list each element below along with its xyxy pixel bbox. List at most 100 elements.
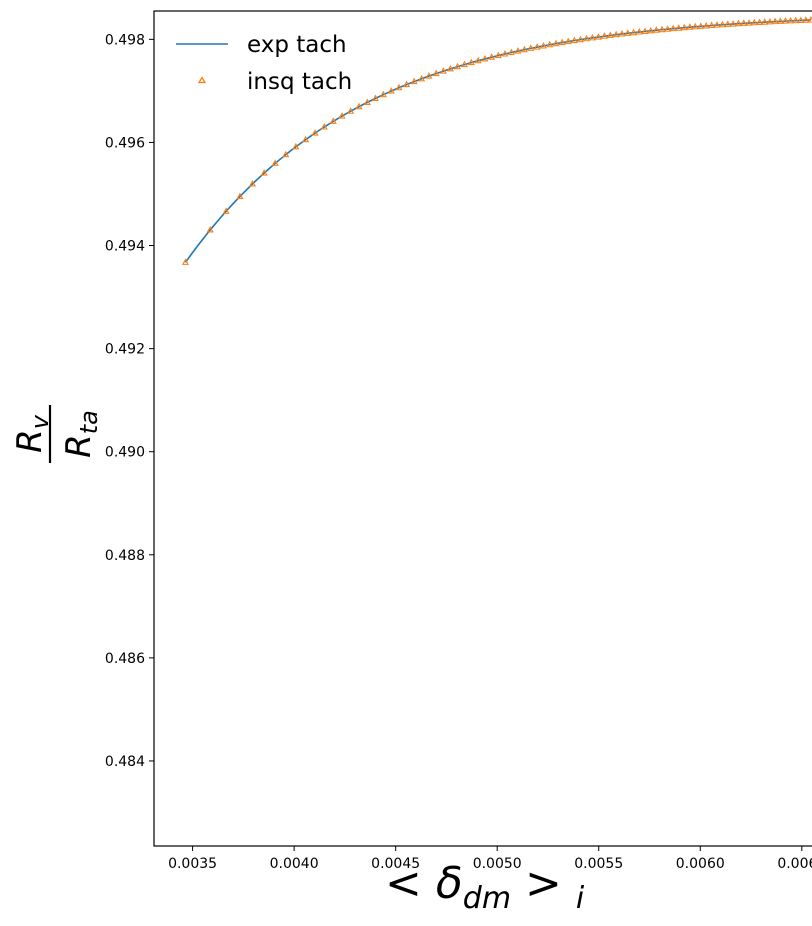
legend-label-exp: exp tach bbox=[247, 32, 347, 58]
marker-insq-tach bbox=[395, 83, 403, 91]
marker-insq-tach bbox=[594, 33, 602, 40]
marker-insq-tach bbox=[675, 24, 683, 31]
marker-insq-tach bbox=[533, 43, 541, 50]
marker-insq-tach bbox=[329, 117, 337, 124]
marker-insq-tach bbox=[347, 107, 355, 114]
x-axis-label: < δdm > i bbox=[385, 858, 585, 916]
marker-insq-tach bbox=[630, 28, 638, 36]
marker-insq-tach bbox=[781, 17, 789, 24]
marker-insq-tach bbox=[260, 169, 268, 176]
svg-text:Rv: Rv bbox=[10, 414, 54, 453]
marker-insq-tach bbox=[618, 30, 626, 37]
marker-insq-tach bbox=[766, 17, 774, 25]
marker-insq-tach bbox=[501, 50, 509, 57]
marker-insq-tach bbox=[425, 72, 433, 79]
marker-insq-tach bbox=[302, 135, 310, 143]
marker-insq-tach bbox=[488, 53, 496, 60]
marker-insq-tach bbox=[181, 258, 190, 265]
marker-insq-tach bbox=[776, 17, 784, 24]
marker-insq-tach bbox=[691, 22, 699, 30]
marker-insq-tach bbox=[539, 41, 547, 49]
marker-insq-tach bbox=[641, 27, 649, 34]
marker-insq-tach bbox=[724, 20, 732, 27]
marker-insq-tach bbox=[546, 40, 554, 48]
marker-insq-tach bbox=[338, 112, 346, 119]
marker-insq-tach bbox=[708, 21, 716, 29]
legend: exp tach insq tach bbox=[176, 32, 352, 95]
marker-insq-tach bbox=[520, 45, 528, 53]
marker-insq-tach bbox=[363, 98, 371, 105]
svg-text:< δdm > i: < δdm > i bbox=[385, 858, 585, 916]
marker-insq-tach bbox=[453, 62, 462, 70]
marker-insq-tach bbox=[582, 34, 591, 42]
marker-insq-tach bbox=[514, 47, 522, 54]
marker-insq-tach bbox=[576, 35, 584, 43]
marker-insq-tach bbox=[740, 19, 748, 26]
y-axis-label: Rv Rta bbox=[10, 405, 103, 463]
marker-insq-tach bbox=[807, 16, 812, 23]
marker-insq-tach bbox=[379, 90, 387, 98]
marker-insq-tach bbox=[624, 29, 632, 36]
marker-insq-tach bbox=[761, 18, 769, 25]
marker-insq-tach bbox=[745, 19, 753, 26]
marker-insq-tach bbox=[403, 80, 411, 88]
marker-insq-tach bbox=[474, 56, 482, 64]
marker-insq-tach bbox=[558, 38, 566, 46]
y-tick-label: 0.494 bbox=[105, 239, 145, 255]
y-tick-label: 0.496 bbox=[105, 135, 145, 151]
marker-insq-tach bbox=[387, 87, 395, 94]
marker-insq-tach bbox=[664, 25, 672, 32]
marker-insq-tach bbox=[734, 19, 742, 27]
marker-insq-tach bbox=[570, 36, 578, 44]
marker-insq-tach bbox=[750, 18, 758, 26]
marker-insq-tach bbox=[588, 33, 596, 41]
marker-insq-tach bbox=[652, 26, 660, 33]
x-tick-label: 0.0045 bbox=[371, 856, 420, 872]
marker-insq-tach bbox=[686, 23, 694, 30]
marker-insq-tach bbox=[460, 60, 468, 68]
marker-insq-tach bbox=[271, 159, 279, 166]
marker-insq-tach bbox=[410, 77, 418, 85]
series-line-exp-tach bbox=[184, 19, 811, 263]
x-tick-label: 0.0035 bbox=[168, 856, 217, 872]
marker-insq-tach bbox=[507, 48, 515, 56]
marker-insq-tach bbox=[612, 30, 620, 38]
marker-insq-tach bbox=[600, 32, 608, 39]
marker-insq-tach bbox=[481, 54, 489, 62]
marker-insq-tach bbox=[792, 16, 800, 24]
marker-insq-tach bbox=[658, 25, 666, 33]
marker-insq-tach bbox=[248, 179, 257, 187]
plot-area bbox=[181, 16, 812, 265]
marker-insq-tach bbox=[564, 37, 572, 45]
x-tick-label: 0.0055 bbox=[574, 856, 623, 872]
marker-insq-tach bbox=[418, 74, 426, 82]
marker-insq-tach bbox=[355, 102, 363, 110]
marker-insq-tach bbox=[669, 24, 677, 32]
marker-insq-tach bbox=[606, 31, 614, 39]
y-axis: 0.484 0.486 0.488 0.490 0.492 0.494 0.496 0.498 bbox=[105, 32, 154, 770]
marker-insq-tach bbox=[494, 51, 502, 59]
x-tick-label: 0.0060 bbox=[676, 856, 725, 872]
y-tick-label: 0.492 bbox=[105, 342, 145, 358]
marker-insq-tach bbox=[647, 26, 655, 34]
marker-insq-tach bbox=[292, 142, 300, 150]
marker-insq-tach bbox=[755, 18, 764, 25]
y-tick-label: 0.488 bbox=[105, 548, 145, 564]
svg-text:Rta: Rta bbox=[59, 410, 103, 458]
marker-insq-tach bbox=[635, 28, 643, 35]
marker-insq-tach bbox=[802, 16, 810, 23]
plot-frame bbox=[153, 10, 812, 847]
marker-insq-tach bbox=[432, 69, 440, 77]
marker-insq-tach bbox=[439, 67, 447, 74]
marker-insq-tach bbox=[311, 129, 319, 136]
x-tick-label: 0.0040 bbox=[270, 856, 319, 872]
marker-insq-tach bbox=[446, 64, 454, 72]
marker-insq-tach bbox=[697, 22, 705, 29]
marker-insq-tach bbox=[222, 207, 230, 214]
marker-insq-tach bbox=[206, 226, 214, 233]
marker-insq-tach bbox=[371, 94, 379, 101]
marker-insq-tach bbox=[713, 21, 721, 28]
marker-insq-tach bbox=[702, 21, 710, 29]
x-tick-label: 0.0050 bbox=[473, 856, 522, 872]
